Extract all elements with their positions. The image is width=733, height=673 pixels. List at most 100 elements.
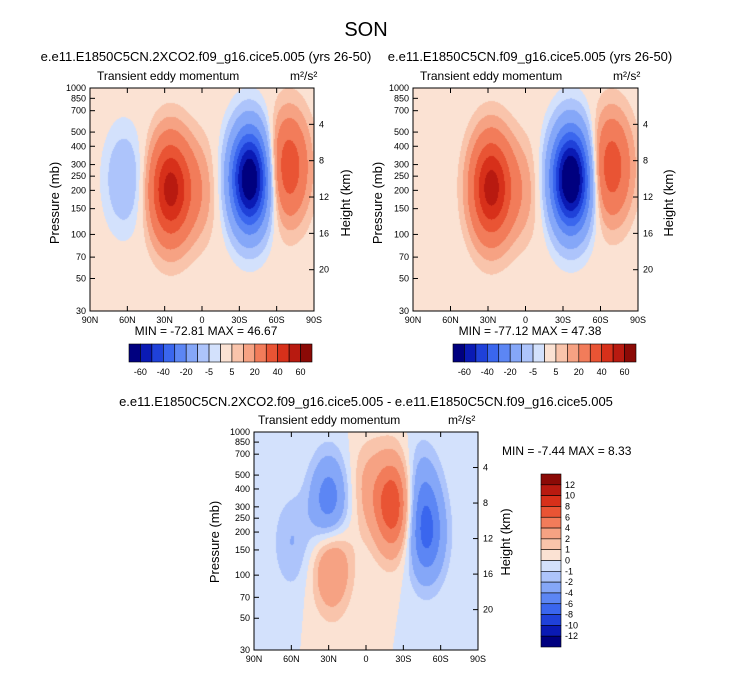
field-label: Transient eddy momentum <box>258 413 400 427</box>
y-tick-label: 70 <box>240 592 250 602</box>
colorbar-swatch <box>163 343 176 363</box>
colorbar-swatch <box>498 343 511 363</box>
y-tick-label: 500 <box>235 470 250 480</box>
colorbar-swatch <box>540 495 562 507</box>
colorbar-label: -6 <box>565 599 573 609</box>
colorbar-swatch <box>220 343 233 363</box>
y-tick-label: 70 <box>399 252 409 262</box>
y-tick-label: 700 <box>394 106 409 116</box>
y-tick-label: 300 <box>394 160 409 170</box>
y2-axis-label: Height (km) <box>338 169 353 236</box>
colorbar-label: 4 <box>565 523 570 533</box>
y-tick-label: 850 <box>235 437 250 447</box>
colorbar-swatch <box>464 343 477 363</box>
colorbar-label: -5 <box>529 367 537 377</box>
colorbar-label: -20 <box>504 367 517 377</box>
colorbar-label: -12 <box>565 631 578 641</box>
stats-label: MIN = -72.81 MAX = 46.67 <box>135 324 278 338</box>
y-tick-label: 30 <box>76 306 86 316</box>
x-tick-label: 60N <box>119 315 136 325</box>
field-label: Transient eddy momentum <box>420 69 562 83</box>
x-tick-label: 90S <box>470 654 486 664</box>
units-label: m²/s² <box>613 69 640 83</box>
x-tick-label: 30N <box>156 315 173 325</box>
colorbar-swatch <box>601 343 614 363</box>
y-tick-label: 100 <box>394 229 409 239</box>
panel-title: e.e11.E1850C5CN.f09_g16.cice5.005 (yrs 2… <box>388 49 673 64</box>
x-tick-label: 60N <box>442 315 459 325</box>
field-label: Transient eddy momentum <box>97 69 239 83</box>
colorbar-swatch <box>487 343 500 363</box>
y2-tick-label: 12 <box>643 192 653 202</box>
x-tick-label: 0 <box>523 315 528 325</box>
y-tick-label: 200 <box>71 185 86 195</box>
colorbar-label: 1 <box>565 545 570 555</box>
panel-difference: e.e11.E1850C5CN.2XCO2.f09_g16.cice5.005 … <box>119 394 632 664</box>
colorbar-swatch <box>540 635 562 648</box>
colorbar: -60 -40 -20 -5 5 20 40 60 <box>452 343 637 377</box>
colorbar-swatch <box>243 343 256 363</box>
y-axis-label: Pressure (mb) <box>47 162 62 244</box>
y2-tick-label: 12 <box>319 192 329 202</box>
panel-2xco2: e.e11.E1850C5CN.2XCO2.f09_g16.cice5.005 … <box>41 49 372 377</box>
y-tick-label: 30 <box>399 306 409 316</box>
y-tick-label: 300 <box>235 502 250 512</box>
colorbar-swatch <box>540 527 562 540</box>
colorbar-swatch <box>589 343 602 363</box>
y-tick-label: 150 <box>235 545 250 555</box>
colorbar-swatch <box>140 343 153 363</box>
colorbar-label: 40 <box>273 367 283 377</box>
colorbar-swatch <box>532 343 545 363</box>
colorbar-swatch <box>452 343 465 363</box>
y-tick-label: 30 <box>240 645 250 655</box>
colorbar-swatch <box>265 343 278 363</box>
y-tick-label: 250 <box>235 513 250 523</box>
colorbar-label: 20 <box>574 367 584 377</box>
colorbar-label: -4 <box>565 588 573 598</box>
colorbar-swatch <box>208 343 221 363</box>
colorbar-swatch <box>128 343 141 363</box>
colorbar-swatch <box>540 473 562 486</box>
y2-tick-label: 4 <box>643 119 648 129</box>
y2-tick-label: 16 <box>483 569 493 579</box>
colorbar-label: 6 <box>565 512 570 522</box>
colorbar-swatch <box>509 343 522 363</box>
y-tick-label: 400 <box>394 141 409 151</box>
colorbar-label: 10 <box>565 491 575 501</box>
colorbar-label: 2 <box>565 534 570 544</box>
colorbar-swatch <box>254 343 267 363</box>
x-tick-label: 60S <box>433 654 449 664</box>
x-tick-label: 30S <box>231 315 247 325</box>
y-tick-label: 100 <box>71 229 86 239</box>
y-tick-label: 250 <box>71 171 86 181</box>
colorbar-swatch <box>540 614 562 626</box>
y-tick-label: 1000 <box>66 83 86 93</box>
colorbar-label: 40 <box>597 367 607 377</box>
colorbar-label: -20 <box>180 367 193 377</box>
stats-label: MIN = -77.12 MAX = 47.38 <box>459 324 602 338</box>
x-tick-label: 60S <box>592 315 608 325</box>
colorbar-label: -8 <box>565 610 573 620</box>
colorbar-label: -40 <box>157 367 170 377</box>
x-tick-label: 0 <box>199 315 204 325</box>
y2-axis-label: Height (km) <box>661 169 676 236</box>
y-tick-label: 500 <box>71 127 86 137</box>
y-tick-label: 100 <box>235 570 250 580</box>
y-tick-label: 400 <box>235 484 250 494</box>
colorbar-label: 12 <box>565 480 575 490</box>
colorbar-swatch <box>300 343 313 363</box>
y-tick-label: 50 <box>399 274 409 284</box>
colorbar-swatch <box>544 343 557 363</box>
colorbar-swatch <box>612 343 625 363</box>
y-tick-label: 700 <box>71 106 86 116</box>
colorbar-label: 5 <box>553 367 558 377</box>
y-tick-label: 850 <box>71 93 86 103</box>
contour-field <box>413 88 638 311</box>
x-tick-label: 60N <box>283 654 300 664</box>
y-tick-label: 200 <box>394 185 409 195</box>
colorbar-swatch <box>277 343 290 363</box>
y-tick-label: 1000 <box>389 83 409 93</box>
y-tick-label: 50 <box>240 613 250 623</box>
colorbar-swatch <box>521 343 534 363</box>
